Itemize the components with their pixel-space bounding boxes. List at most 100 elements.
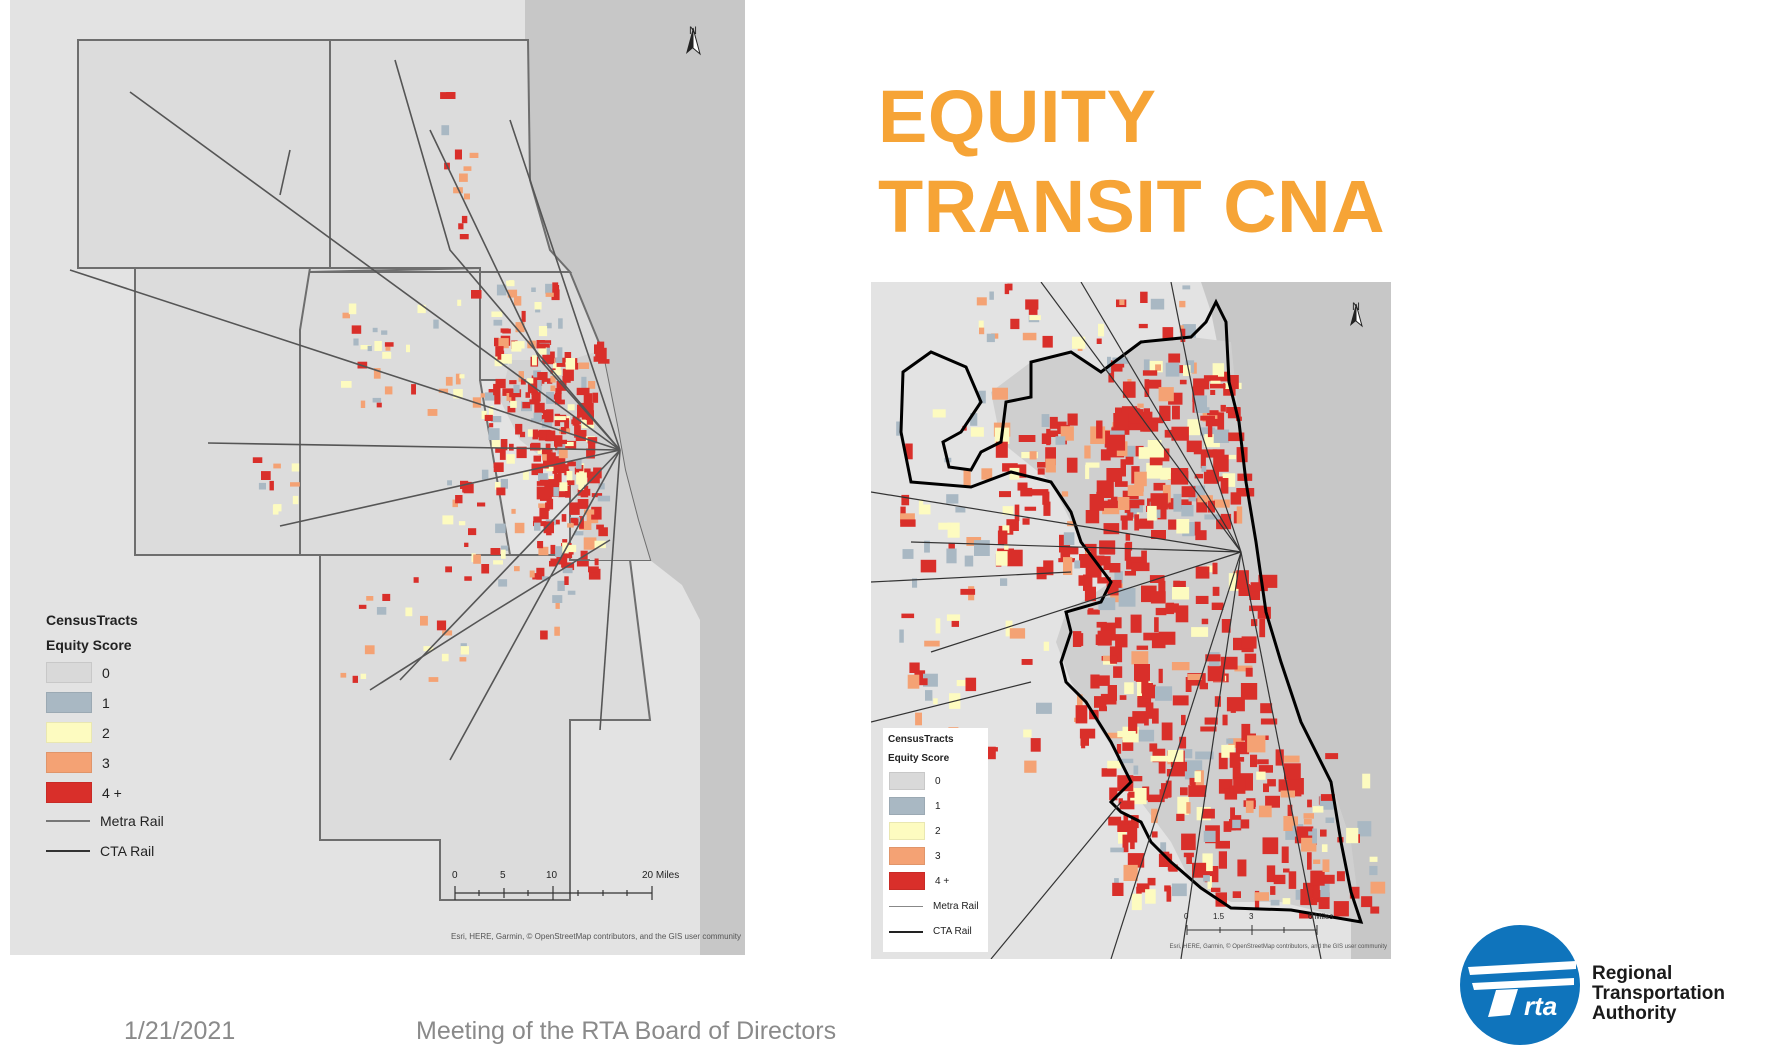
chicago-equity-map[interactable]: N CensusTracts Equity Score 0 1 2 3 4 + … [871, 282, 1391, 959]
census-tract [1151, 808, 1158, 823]
census-tract [978, 390, 986, 404]
census-tract [545, 443, 551, 448]
census-tract [1130, 614, 1142, 633]
census-tract [494, 337, 499, 347]
metra-line-1 [129, 91, 621, 451]
scale-label: 6 Miles [1308, 912, 1334, 921]
census-tract [571, 419, 581, 425]
census-tract [1262, 837, 1279, 855]
census-tract [533, 370, 541, 378]
census-tract [1188, 785, 1207, 797]
census-tract [1247, 735, 1266, 753]
census-tract [556, 552, 568, 565]
census-tract [545, 283, 553, 294]
census-tract [513, 296, 522, 306]
census-tract [1042, 491, 1050, 505]
legend-metra: Metra Rail [46, 813, 164, 829]
census-tract [1183, 365, 1191, 376]
census-tract [1050, 430, 1059, 437]
census-tract [1115, 634, 1128, 648]
census-tract [493, 560, 503, 565]
rta-name: Regional Transportation Authority [1592, 964, 1725, 1024]
census-tract [1173, 493, 1182, 512]
census-tract [935, 618, 941, 634]
census-tract [1125, 448, 1134, 465]
census-tract [1179, 736, 1187, 749]
census-tract [595, 347, 607, 361]
census-tract [999, 491, 1011, 498]
census-tract [1210, 383, 1226, 389]
census-tract [1203, 375, 1218, 382]
census-tract [581, 376, 587, 389]
census-tract [1229, 375, 1239, 389]
census-tract [1085, 462, 1100, 468]
census-tract [1134, 664, 1150, 681]
census-tract [1074, 560, 1081, 569]
census-tract [1138, 447, 1151, 459]
census-tract [1137, 403, 1144, 408]
census-tract [553, 487, 559, 497]
census-tract [1158, 756, 1166, 774]
census-tract [1099, 706, 1107, 712]
census-tract [557, 472, 562, 484]
legend-metra: Metra Rail [889, 901, 979, 912]
census-tract [1081, 731, 1086, 749]
census-tract [1063, 557, 1073, 575]
census-tract [552, 466, 557, 474]
legend-label: Metra Rail [100, 813, 164, 829]
census-tract [1134, 471, 1147, 487]
census-tract [1307, 799, 1312, 808]
census-tract [573, 362, 579, 370]
census-tract [406, 344, 410, 353]
census-tract [532, 430, 544, 438]
census-tract [556, 360, 566, 367]
census-tract [1127, 853, 1145, 868]
census-tract [544, 412, 554, 423]
legend-line-swatch [889, 906, 923, 907]
census-tract [510, 400, 517, 408]
census-tract [502, 388, 514, 396]
census-tract [348, 303, 357, 315]
census-tract [1254, 892, 1269, 901]
census-tract [580, 485, 589, 498]
census-tract [1307, 852, 1312, 870]
census-tract [1046, 428, 1051, 446]
census-tract [562, 567, 573, 574]
census-tract [901, 494, 910, 506]
census-tract [457, 299, 462, 306]
census-tract [554, 393, 562, 405]
census-tract [273, 504, 282, 512]
census-tract [273, 463, 281, 469]
census-tract [1258, 765, 1273, 773]
census-tract [548, 498, 554, 510]
census-tract [978, 320, 984, 330]
census-tract [502, 328, 511, 334]
region-equity-map[interactable]: N CensusTracts Equity Score 0 1 2 3 4 + … [10, 0, 745, 955]
scale-label: 1.5 [1213, 912, 1225, 921]
footer-date: 1/21/2021 [124, 1017, 236, 1045]
census-tract [1114, 617, 1122, 629]
census-tract [549, 560, 557, 567]
census-tract [423, 646, 434, 652]
census-tract [554, 435, 563, 447]
census-tract [1220, 404, 1226, 412]
census-tract [1218, 752, 1228, 770]
census-tract [1116, 744, 1122, 754]
census-tract [360, 345, 371, 350]
census-tract [1108, 816, 1122, 826]
census-tract [1230, 492, 1242, 505]
legend-field-title: Equity Score [46, 637, 132, 653]
census-tract [1244, 653, 1257, 664]
census-tract [1215, 840, 1230, 849]
census-tract [522, 402, 531, 409]
census-tract [566, 544, 577, 553]
census-tract [598, 359, 610, 364]
census-tract [1127, 485, 1144, 496]
census-tract [514, 566, 520, 572]
census-tract [1144, 713, 1149, 726]
census-tract [382, 593, 391, 601]
slide-title: EQUITY TRANSIT CNA [878, 72, 1385, 252]
census-tract [481, 469, 489, 480]
census-tract [552, 595, 563, 603]
census-tract [1092, 555, 1105, 566]
